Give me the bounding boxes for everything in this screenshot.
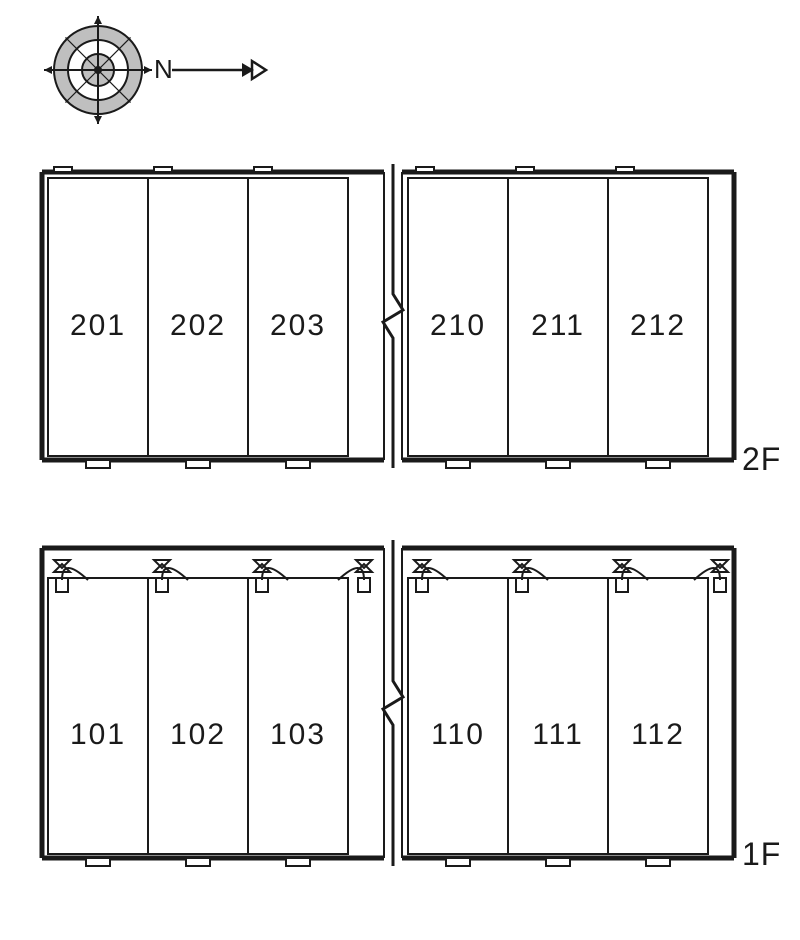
north-label: N [154,54,173,84]
unit-label: 110 [431,718,485,751]
unit-label: 201 [70,309,126,342]
unit-cell [148,578,248,854]
floor-2F: 201 202 203 210 211 212 2F [42,164,781,477]
unit-label: 203 [270,309,326,342]
unit-cell [608,578,708,854]
unit-label: 112 [631,718,685,751]
floor-label: 2F [742,441,781,477]
unit-label: 102 [170,718,226,751]
floor-label: 1F [742,836,781,872]
break-symbol [383,540,403,866]
unit-cell [408,578,508,854]
compass: N [44,16,266,124]
unit-label: 211 [531,309,585,342]
floor-1F: 101 102 103 110 111 112 1F [42,540,781,872]
unit-label: 202 [170,309,226,342]
unit-cell [508,578,608,854]
break-symbol [383,164,403,468]
unit-cell [48,578,148,854]
unit-cell [248,578,348,854]
unit-label: 111 [532,718,584,751]
unit-label: 212 [630,309,686,342]
unit-label: 103 [270,718,326,751]
unit-label: 101 [70,718,126,751]
unit-label: 210 [430,309,486,342]
